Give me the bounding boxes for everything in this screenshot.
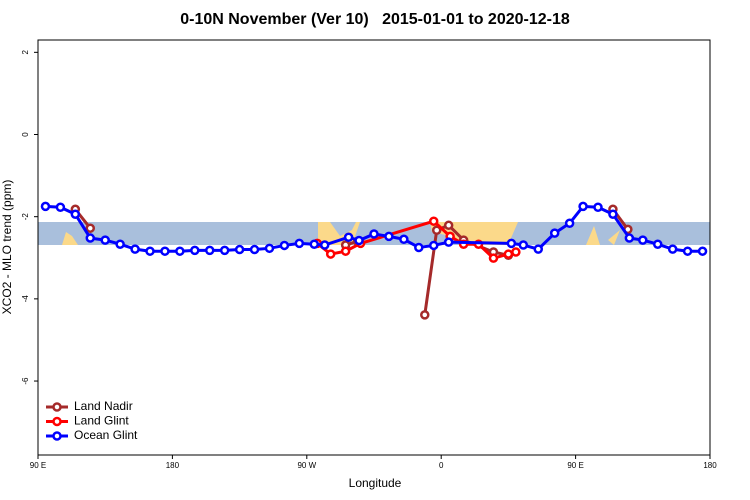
point xyxy=(608,209,618,219)
legend-marker xyxy=(52,402,62,412)
point xyxy=(638,235,648,245)
legend-marker xyxy=(52,431,62,441)
point xyxy=(100,235,110,245)
point xyxy=(85,223,96,233)
point xyxy=(443,237,454,247)
point xyxy=(511,247,521,257)
point xyxy=(503,249,514,259)
x-tick-label: 180 xyxy=(166,461,180,470)
point xyxy=(443,220,454,231)
legend-label: Ocean Glint xyxy=(74,428,138,442)
point xyxy=(428,240,439,251)
point xyxy=(428,216,439,226)
point xyxy=(420,310,430,320)
point xyxy=(697,246,708,256)
point xyxy=(593,202,603,212)
point xyxy=(431,225,442,235)
y-tick-label: -2 xyxy=(21,213,30,221)
point xyxy=(249,244,260,255)
point xyxy=(340,246,351,256)
point xyxy=(652,239,663,249)
point xyxy=(506,238,517,249)
point xyxy=(55,202,66,212)
point xyxy=(549,228,560,238)
y-tick-label: 2 xyxy=(21,50,30,55)
x-tick-label: 90 W xyxy=(297,461,316,470)
point xyxy=(175,246,185,256)
point xyxy=(399,234,409,245)
point xyxy=(564,218,575,229)
legend-label: Land Glint xyxy=(74,414,129,428)
point xyxy=(145,246,155,256)
point xyxy=(518,240,529,250)
x-tick-label: 180 xyxy=(703,461,717,470)
point xyxy=(488,253,499,263)
point xyxy=(354,235,364,246)
chart-title: 0-10N November (Ver 10) 2015-01-01 to 20… xyxy=(180,11,570,28)
point xyxy=(682,246,693,256)
y-tick-label: -6 xyxy=(21,377,30,385)
point xyxy=(70,209,81,219)
point xyxy=(325,249,336,259)
x-tick-label: 90 E xyxy=(567,461,583,470)
point xyxy=(234,244,245,255)
point xyxy=(204,245,215,256)
plot-frame xyxy=(37,39,711,456)
land-shapes xyxy=(62,222,620,245)
y-axis-label: XCO2 - MLO trend (ppm) xyxy=(0,180,14,315)
point xyxy=(115,239,125,249)
point xyxy=(384,231,394,242)
legend-marker xyxy=(52,416,62,427)
point xyxy=(309,239,320,249)
point xyxy=(294,238,305,249)
point xyxy=(343,232,354,242)
point xyxy=(130,244,140,254)
point xyxy=(319,240,330,250)
point xyxy=(667,244,678,254)
point xyxy=(414,242,424,253)
point xyxy=(219,245,230,256)
x-axis-label: Longitude xyxy=(349,476,402,490)
point xyxy=(578,201,588,212)
point xyxy=(85,233,96,243)
y-tick-label: -4 xyxy=(21,295,30,303)
point xyxy=(40,201,51,212)
point xyxy=(369,229,379,239)
point xyxy=(533,244,544,254)
x-tick-label: 0 xyxy=(439,461,444,470)
point xyxy=(160,246,170,256)
point xyxy=(279,240,290,251)
y-tick-label: 0 xyxy=(21,132,30,137)
point xyxy=(264,243,275,254)
x-tick-label: 90 E xyxy=(30,461,46,470)
point xyxy=(190,245,200,256)
legend-label: Land Nadir xyxy=(74,399,133,413)
point xyxy=(624,233,635,243)
